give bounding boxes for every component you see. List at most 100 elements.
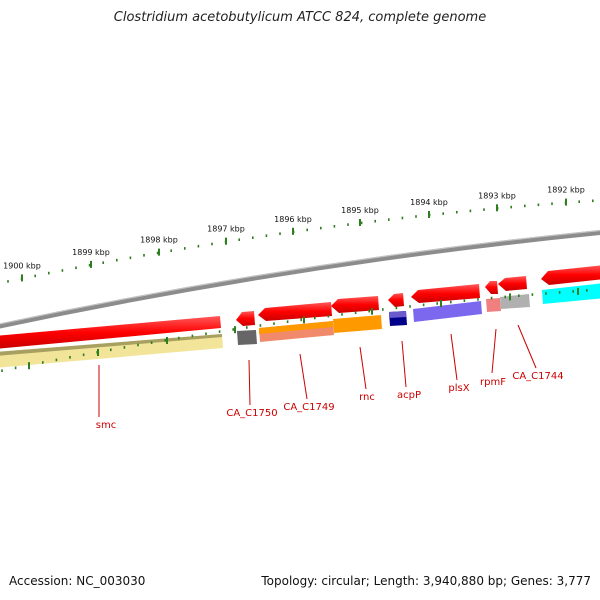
inner-major-tick <box>577 287 579 295</box>
ruler-minor-tick <box>170 249 172 252</box>
gene-labels: smc CA_C1750 CA_C1749 rnc acpP plsX rpmF… <box>96 371 564 431</box>
ruler-minor-tick <box>88 263 91 267</box>
inner-minor-tick <box>55 358 58 362</box>
gene-label-CA_C1750: CA_C1750 <box>226 408 277 419</box>
inner-major-tick <box>440 300 442 307</box>
ruler-minor-tick <box>143 254 145 257</box>
gene-label-rpmF: rpmF <box>480 377 506 388</box>
position-ruler: 1900 kbp 1899 kbp 1898 kbp 1897 kbp 1896 kbp… <box>3 186 594 283</box>
inner-minor-tick <box>205 332 207 336</box>
inner-minor-tick <box>477 298 479 301</box>
forward-gene-arrow[interactable] <box>485 281 498 294</box>
inner-minor-tick <box>586 289 588 292</box>
inner-major-tick <box>166 337 168 344</box>
gene-bar-acpP-band <box>389 311 406 318</box>
ruler-label: 1893 kbp <box>478 191 516 200</box>
inner-minor-tick <box>150 341 153 344</box>
inner-minor-tick <box>504 295 506 299</box>
ruler-label: 1896 kbp <box>274 215 312 224</box>
forward-gene-arrow[interactable] <box>331 296 379 313</box>
inner-minor-tick <box>436 302 438 305</box>
accession-text: Accession: NC_003030 <box>9 574 146 588</box>
inner-minor-tick <box>191 334 194 338</box>
ruler-minor-tick <box>184 247 186 250</box>
ruler-minor-tick <box>510 205 512 209</box>
leader-line-acpP <box>401 340 407 388</box>
ruler-minor-tick <box>551 202 553 205</box>
inner-minor-tick <box>164 339 166 342</box>
ruler-minor-tick <box>265 234 268 237</box>
ruler-label: 1899 kbp <box>72 248 110 257</box>
ruler-minor-tick <box>592 199 594 203</box>
forward-gene-arrow[interactable] <box>411 284 480 303</box>
ruler-minor-tick <box>238 238 240 241</box>
ruler-label: 1897 kbp <box>207 225 245 234</box>
leader-line-plsX <box>450 333 458 381</box>
forward-gene-arrow[interactable] <box>541 265 600 285</box>
leader-line-rpmF <box>491 328 497 374</box>
inner-minor-tick <box>232 328 234 331</box>
forward-gene-arrow[interactable] <box>236 311 255 326</box>
inner-minor-tick <box>354 311 357 314</box>
ruler-minor-tick <box>75 266 77 270</box>
ruler-major-tick <box>21 274 23 282</box>
ruler-minor-tick <box>578 200 580 203</box>
ruler-minor-tick <box>347 223 349 226</box>
inner-minor-tick <box>327 314 330 318</box>
inner-minor-tick <box>490 296 493 300</box>
ruler-minor-tick <box>48 271 50 275</box>
ruler-major-tick <box>428 211 430 218</box>
genome-backbone <box>0 229 600 329</box>
inner-minor-tick <box>273 322 275 325</box>
inner-minor-tick <box>545 292 547 295</box>
inner-major-tick <box>28 362 30 370</box>
forward-gene-arrow[interactable] <box>388 293 404 307</box>
ruler-major-tick <box>359 219 361 226</box>
inner-major-tick <box>371 307 373 315</box>
inner-major-tick <box>97 349 99 356</box>
inner-minor-tick <box>69 356 71 359</box>
ruler-minor-tick <box>102 261 104 264</box>
ruler-minor-tick <box>252 236 254 239</box>
gene-bar-plsX[interactable] <box>413 301 482 322</box>
gene-bar-CA_C1750[interactable] <box>237 330 257 345</box>
ruler-minor-tick <box>456 210 458 214</box>
ruler-minor-tick <box>388 218 390 221</box>
ruler-minor-tick <box>7 280 9 283</box>
inner-minor-tick <box>123 346 126 349</box>
ruler-label: 1895 kbp <box>341 206 379 215</box>
ruler-minor-tick <box>197 244 200 248</box>
inner-major-tick <box>234 326 236 334</box>
inner-minor-tick <box>42 361 44 364</box>
gene-label-acpP: acpP <box>397 390 421 401</box>
ruler-major-tick <box>496 204 498 212</box>
inner-minor-tick <box>286 320 289 323</box>
ruler-minor-tick <box>156 251 159 255</box>
gene-label-leaders <box>98 324 537 417</box>
inner-minor-tick <box>259 324 262 327</box>
inner-minor-tick <box>450 300 452 304</box>
forward-gene-arrow[interactable] <box>498 276 527 291</box>
forward-gene-arrow[interactable] <box>258 302 332 321</box>
forward-gene-arrow[interactable] <box>0 316 221 349</box>
ruler-major-tick <box>225 237 227 245</box>
ruler-minor-tick <box>320 226 322 230</box>
ruler-minor-tick <box>401 216 404 220</box>
leader-line-CA_C1750 <box>248 359 251 406</box>
gene-label-plsX: plsX <box>448 383 469 394</box>
gene-bar-unlabeled-cyan[interactable] <box>542 283 600 304</box>
gene-bar-rnc[interactable] <box>333 315 382 333</box>
ruler-minor-tick <box>374 219 376 223</box>
gene-bar-CA_C1744[interactable] <box>500 294 530 309</box>
leader-line-rnc <box>359 346 367 390</box>
ruler-minor-tick <box>524 204 526 208</box>
gene-bar-rpmF[interactable] <box>486 298 501 312</box>
inner-minor-tick <box>218 330 221 333</box>
ruler-major-tick <box>90 260 92 268</box>
gene-label-rnc: rnc <box>359 392 375 403</box>
inner-minor-tick <box>463 299 466 302</box>
ruler-major-tick <box>292 227 294 235</box>
ruler-minor-tick <box>537 203 540 207</box>
ruler-minor-tick <box>306 228 308 232</box>
genome-summary-text: Topology: circular; Length: 3,940,880 bp… <box>261 574 591 588</box>
